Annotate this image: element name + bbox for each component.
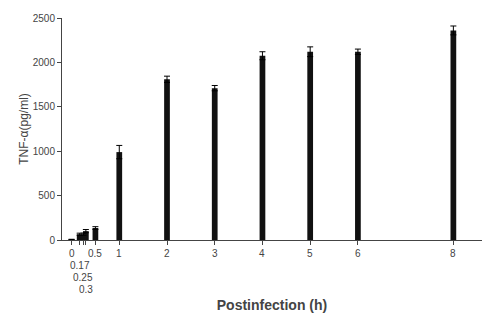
svg-text:0.17: 0.17 xyxy=(70,260,90,271)
svg-text:4: 4 xyxy=(259,248,265,259)
svg-text:0.3: 0.3 xyxy=(79,284,93,295)
svg-text:0.5: 0.5 xyxy=(88,248,102,259)
svg-text:0: 0 xyxy=(49,235,55,246)
svg-text:Postinfection (h): Postinfection (h) xyxy=(217,297,327,313)
svg-text:500: 500 xyxy=(38,190,55,201)
svg-text:5: 5 xyxy=(307,248,313,259)
svg-text:1: 1 xyxy=(116,248,122,259)
svg-text:0: 0 xyxy=(69,248,75,259)
svg-text:8: 8 xyxy=(450,248,456,259)
svg-text:0.25: 0.25 xyxy=(73,272,93,283)
svg-text:2000: 2000 xyxy=(33,57,56,68)
svg-text:2500: 2500 xyxy=(33,13,56,24)
svg-text:6: 6 xyxy=(355,248,361,259)
svg-text:1000: 1000 xyxy=(33,146,56,157)
svg-text:2: 2 xyxy=(164,248,170,259)
svg-text:1500: 1500 xyxy=(33,101,56,112)
svg-text:3: 3 xyxy=(212,248,218,259)
svg-text:TNF-α(pg/ml): TNF-α(pg/ml) xyxy=(17,93,31,165)
